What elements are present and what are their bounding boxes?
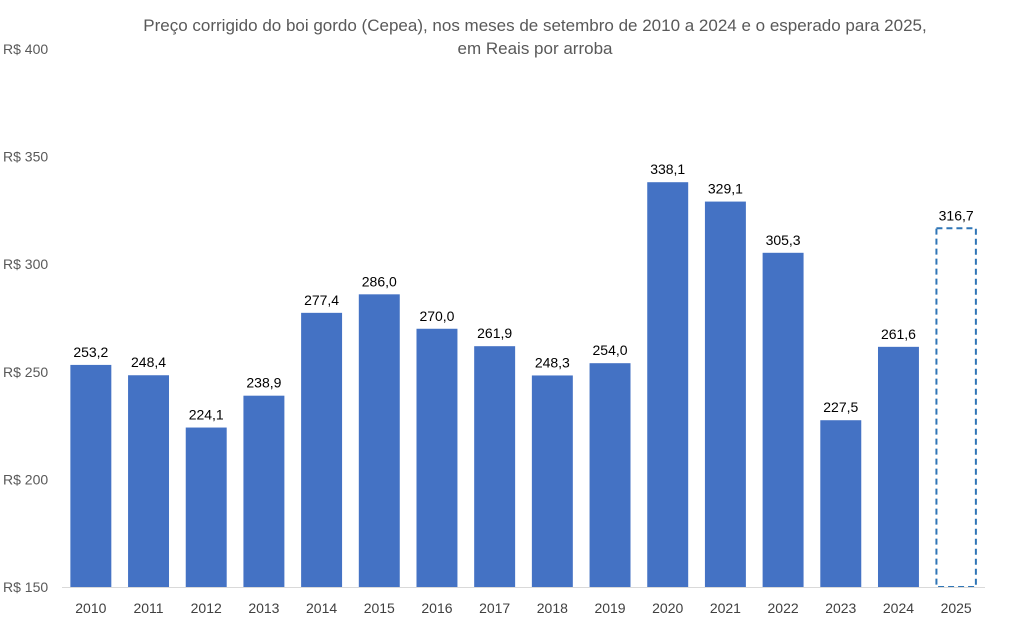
bar bbox=[877, 346, 919, 587]
data-label: 227,5 bbox=[823, 399, 858, 415]
data-label: 261,6 bbox=[881, 326, 916, 342]
x-tick-label: 2022 bbox=[768, 600, 799, 616]
bar bbox=[70, 364, 112, 587]
bar bbox=[301, 312, 343, 587]
bar bbox=[647, 182, 689, 587]
bar bbox=[531, 375, 573, 587]
data-label: 338,1 bbox=[650, 161, 685, 177]
chart-title-line-2: em Reais por arroba bbox=[457, 39, 613, 58]
data-label: 253,2 bbox=[73, 344, 108, 360]
data-label: 286,0 bbox=[362, 273, 397, 289]
x-tick-label: 2012 bbox=[191, 600, 222, 616]
y-tick-label: R$ 400 bbox=[3, 41, 48, 57]
bar bbox=[185, 427, 227, 587]
data-label: 270,0 bbox=[419, 308, 454, 324]
bar-projected bbox=[935, 227, 977, 588]
x-tick-label: 2014 bbox=[306, 600, 337, 616]
bar bbox=[589, 363, 631, 587]
data-label: 316,7 bbox=[939, 207, 974, 223]
data-label: 248,4 bbox=[131, 354, 166, 370]
chart-title-line-1: Preço corrigido do boi gordo (Cepea), no… bbox=[143, 16, 927, 35]
x-axis: 2010 2011 2012 2013 2014 2015 2016 2017 2018 2019… bbox=[62, 587, 985, 616]
y-axis: R$ 150 R$ 200 R$ 250 R$ 300 R$ 350 R$ 400 bbox=[3, 41, 48, 595]
bar bbox=[416, 328, 458, 587]
data-label: 329,1 bbox=[708, 181, 743, 197]
x-tick-label: 2010 bbox=[75, 600, 106, 616]
data-label: 305,3 bbox=[766, 232, 801, 248]
y-tick-label: R$ 300 bbox=[3, 256, 48, 272]
x-tick-label: 2016 bbox=[421, 600, 452, 616]
data-label: 261,9 bbox=[477, 325, 512, 341]
y-tick-label: R$ 350 bbox=[3, 149, 48, 165]
y-tick-label: R$ 150 bbox=[3, 579, 48, 595]
y-tick-label: R$ 200 bbox=[3, 471, 48, 487]
bar bbox=[762, 252, 804, 587]
x-tick-label: 2013 bbox=[248, 600, 279, 616]
x-tick-label: 2021 bbox=[710, 600, 741, 616]
x-tick-label: 2017 bbox=[479, 600, 510, 616]
x-tick-label: 2025 bbox=[941, 600, 972, 616]
bar bbox=[474, 346, 516, 587]
x-tick-label: 2011 bbox=[133, 600, 163, 616]
bar bbox=[358, 294, 400, 587]
y-tick-label: R$ 250 bbox=[3, 364, 48, 380]
bar bbox=[128, 375, 170, 587]
bar bbox=[704, 201, 746, 588]
x-tick-label: 2019 bbox=[594, 600, 625, 616]
data-labels: 253,2 248,4 224,1 238,9 277,4 286,0 270,0 261,9… bbox=[73, 161, 974, 422]
x-tick-label: 2015 bbox=[364, 600, 395, 616]
x-tick-label: 2023 bbox=[825, 600, 856, 616]
data-label: 238,9 bbox=[246, 375, 281, 391]
data-label: 254,0 bbox=[593, 342, 628, 358]
bar bbox=[243, 395, 285, 587]
bars bbox=[70, 182, 977, 588]
x-tick-label: 2020 bbox=[652, 600, 683, 616]
data-label: 248,3 bbox=[535, 354, 570, 370]
data-label: 224,1 bbox=[189, 407, 224, 423]
x-tick-label: 2024 bbox=[883, 600, 914, 616]
bar bbox=[820, 420, 862, 587]
data-label: 277,4 bbox=[304, 292, 339, 308]
x-tick-label: 2018 bbox=[537, 600, 568, 616]
chart-title: Preço corrigido do boi gordo (Cepea), no… bbox=[60, 14, 1010, 60]
